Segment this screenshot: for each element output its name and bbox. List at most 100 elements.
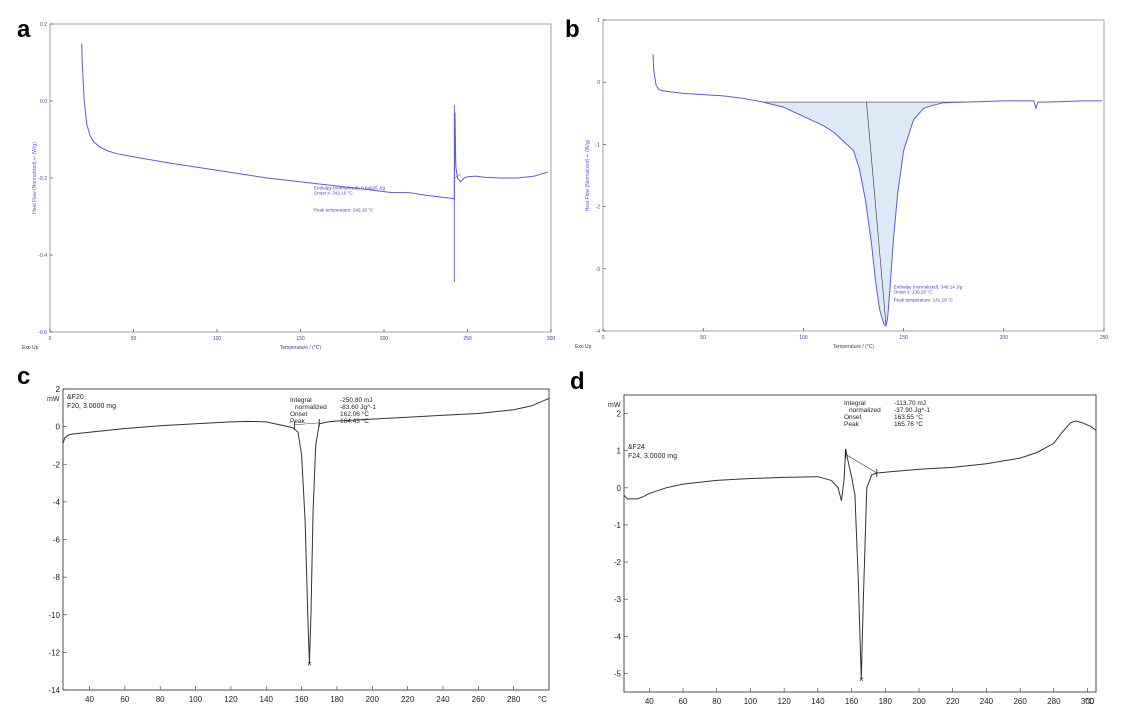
x-tick-label: 200 [1000, 335, 1009, 341]
y-axis-label: mW [47, 396, 60, 403]
series-line [623, 420, 1097, 680]
y-tick-label: 0.0 [40, 99, 47, 105]
x-tick-label: 160 [295, 695, 309, 704]
x-tick-label: 150 [296, 336, 305, 342]
series-line [652, 54, 1102, 328]
integration-label: Onset [290, 411, 308, 418]
x-tick-label: 240 [436, 695, 450, 704]
plot-frame [602, 19, 1105, 332]
integration-value: -37.90 Jg^-1 [894, 407, 930, 414]
onset-tangent-line [866, 102, 887, 325]
annotation-text: Peak temperature: 242.16 °C [314, 208, 374, 213]
y-axis-label: Heat Flow (Normalized) ⇐ (W/g) [32, 142, 38, 214]
y-tick-label: -0.2 [38, 176, 47, 182]
x-tick-label: 100 [213, 336, 222, 342]
integration-label: normalized [849, 407, 881, 414]
x-tick-label: 260 [472, 695, 486, 704]
annotation-text: Enthalpy (normalized): 0.64925 J/g [314, 186, 386, 191]
x-tick-label: 120 [777, 697, 791, 706]
x-tick-label: 200 [380, 336, 389, 342]
x-tick-label: 0 [49, 336, 52, 342]
panel-d: d40 60 80 100 120 140 160 180 200 220 240 260 280 300… [570, 368, 1097, 706]
baseline-line [294, 422, 320, 426]
y-tick-label: 0 [617, 484, 622, 493]
x-tick-label: 280 [1047, 697, 1061, 706]
panel-b: b 0 50 100 150 200 250 1 0 -1 -2 -3 -4 Temperature / … [565, 16, 1108, 350]
y-tick-label: 1 [617, 447, 622, 456]
y-tick-label: 1 [597, 18, 600, 24]
x-tick-label: 180 [879, 697, 893, 706]
x-tick-label: 200 [366, 695, 380, 704]
x-tick-label: 250 [1100, 335, 1109, 341]
integration-value: 163.55 °C [894, 413, 923, 421]
integration-label: Onset [844, 414, 862, 421]
integration-value: 165.76 °C [894, 420, 923, 428]
annotation-text: Enthalpy (normalized): 346.14 J/g [894, 285, 963, 290]
integration-value: -250.80 mJ [340, 397, 373, 404]
x-tick-label: 220 [401, 695, 415, 704]
panel-letter: c [17, 363, 30, 390]
sample-label: &F20 [67, 394, 84, 401]
x-tick-label: 50 [700, 335, 706, 341]
x-axis-label: Temperature / (°C) [280, 345, 322, 351]
annotation-text: Onset x: 136.20 °C [894, 290, 934, 295]
sample-label: F24, 3.0000 mg [628, 453, 677, 460]
sample-label: F20, 3.0000 mg [67, 403, 116, 410]
x-tick-label: 50 [131, 336, 137, 342]
integration-label: Integral [290, 397, 312, 404]
y-tick-label: 0 [597, 80, 600, 86]
x-tick-label: 240 [980, 697, 994, 706]
panel-letter: d [570, 368, 585, 395]
x-tick-label: 60 [679, 697, 688, 706]
integration-label: Peak [844, 421, 860, 428]
panel-a: a 0 50 100 150 200 250 300 0.2 0.0 -0.2 -0.4 -0.6 Tem… [17, 16, 555, 351]
y-tick-label: -10 [48, 611, 60, 620]
sample-label: &F24 [628, 444, 645, 451]
y-tick-label: -8 [53, 573, 61, 582]
integration-label: Integral [844, 400, 866, 407]
peak-marker: × [307, 660, 312, 669]
x-tick-label: 280 [507, 695, 521, 704]
x-tick-label: 200 [912, 697, 926, 706]
integration-area [763, 102, 964, 326]
y-tick-label: -2 [614, 558, 622, 567]
x-tick-label: 40 [85, 695, 94, 704]
y-tick-label: -6 [53, 536, 61, 545]
y-tick-label: -4 [596, 329, 601, 335]
x-tick-label: 100 [189, 695, 203, 704]
x-tick-label: 40 [645, 697, 654, 706]
series-line [81, 43, 548, 200]
y-tick-label: -4 [614, 632, 622, 641]
exo-up-label: Exo Up [22, 345, 39, 351]
baseline-line [845, 454, 878, 474]
x-tick-label: 80 [156, 695, 165, 704]
integration-value: -83.60 Jg^-1 [340, 404, 376, 411]
y-tick-label: -12 [48, 648, 60, 657]
y-tick-label: -3 [614, 595, 622, 604]
x-axis-label: Temperature / (°C) [833, 344, 875, 350]
integration-label: normalized [295, 404, 327, 411]
x-tick-label: 80 [712, 697, 721, 706]
x-tick-label: 220 [946, 697, 960, 706]
x-tick-label: 150 [899, 335, 908, 341]
x-tick-label: 260 [1013, 697, 1027, 706]
annotation-text: Onset x: 242.10 °C [314, 191, 354, 196]
y-tick-label: 2 [617, 410, 622, 419]
y-tick-label: -14 [48, 686, 60, 695]
panel-c: c 40 60 80 100 120 140 160 180 200 220 240 260 280 2 0 -… [17, 363, 550, 704]
y-tick-label: -5 [614, 669, 622, 678]
x-tick-label: 140 [811, 697, 825, 706]
annotation-text: Peak temperature: 141.18 °C [894, 298, 954, 303]
integration-label: Peak [290, 418, 306, 425]
y-tick-label: -2 [53, 460, 61, 469]
plot-frame [49, 23, 552, 333]
x-tick-label: 0 [602, 335, 605, 341]
x-tick-label: 140 [260, 695, 274, 704]
plot-frame [623, 394, 1097, 693]
y-tick-label: -3 [596, 267, 601, 273]
integration-value: 164.43 °C [340, 417, 369, 425]
x-tick-label: 100 [799, 335, 808, 341]
y-tick-label: 0 [56, 423, 61, 432]
x-tick-label: 180 [330, 695, 344, 704]
